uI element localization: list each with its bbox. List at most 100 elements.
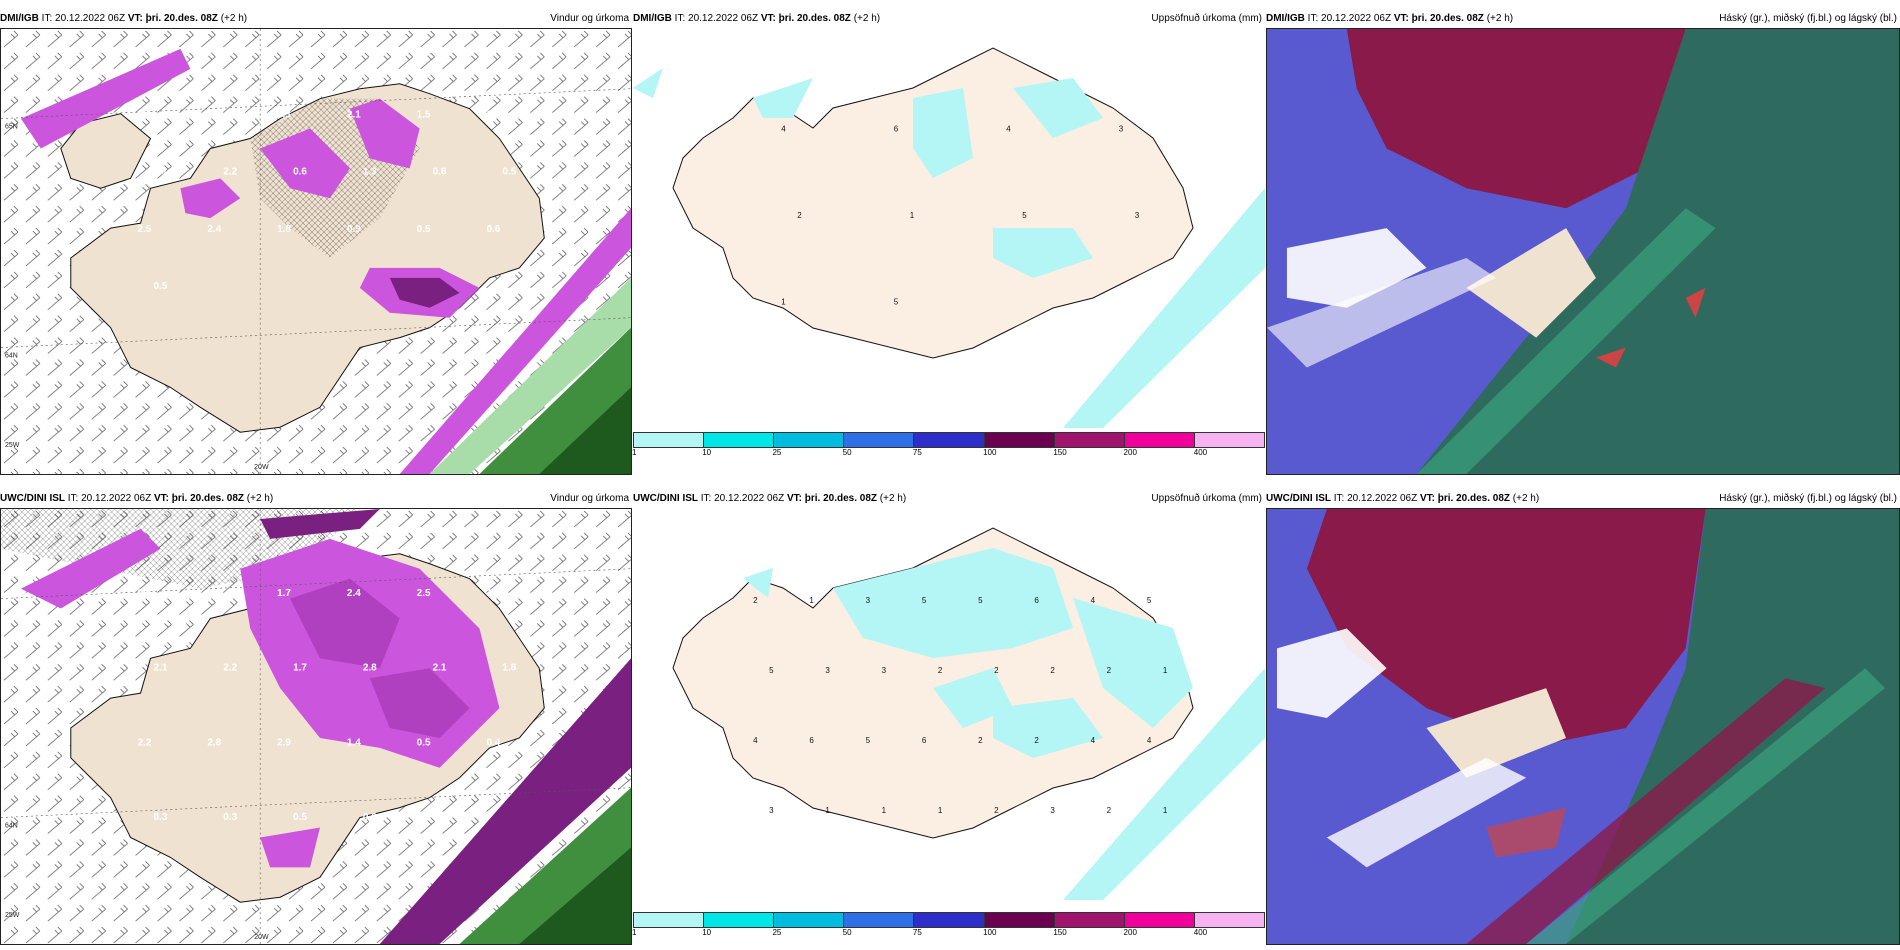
value-label: 1.7 — [486, 109, 500, 120]
init-time: IT: 20.12.2022 06Z — [41, 13, 126, 24]
value-label: 3 — [1119, 124, 1124, 133]
lon-label-25w: 25W — [5, 912, 20, 919]
value-label: 6 — [809, 736, 814, 745]
init-time: IT: 20.12.2022 06Z — [674, 13, 759, 24]
colorbar-swatch — [984, 913, 1055, 927]
value-label: 3.3 — [277, 109, 291, 120]
colorbar-swatch — [634, 913, 705, 927]
value-label: 4 — [781, 124, 786, 133]
colorbar-tick-label: 25 — [772, 928, 782, 937]
value-label: 2 — [978, 736, 983, 745]
accum-precip-map: 4 6 4 3 2 1 5 3 1 5 — [633, 28, 1265, 428]
panel-header: DMI/IGB IT: 20.12.2022 06Z VT: þri. 20.d… — [1266, 10, 1900, 28]
value-label: 2.8 — [207, 737, 221, 748]
value-label: 2 — [994, 806, 999, 815]
value-label: 0.6 — [138, 588, 152, 599]
value-label: 2 — [1034, 736, 1039, 745]
cloud-map-svg — [1267, 29, 1899, 474]
colorbar-tick-label: 25 — [772, 448, 782, 457]
colorbar-swatch — [844, 913, 915, 927]
panel-title: Háský (gr.), miðský (fj.bl.) og lágský (… — [1719, 493, 1897, 504]
value-label: 1.3 — [363, 167, 377, 178]
colorbar-swatch — [1194, 433, 1264, 447]
value-label: 2 — [938, 666, 943, 675]
value-label: 0.5 — [293, 812, 307, 823]
colorbar-swatch — [914, 913, 985, 927]
panel-top-wind: DMI/IGB IT: 20.12.2022 06Z VT: þri. 20.d… — [0, 10, 632, 475]
colorbar-swatch — [774, 913, 845, 927]
value-label: 0.5 — [417, 737, 431, 748]
value-label: 2.4 — [347, 588, 361, 599]
value-label: 1.4 — [347, 737, 361, 748]
panel-title: Vindur og úrkoma — [550, 13, 629, 24]
source-label: DMI/IGB — [1266, 13, 1305, 24]
init-time: IT: 20.12.2022 06Z — [700, 493, 785, 504]
value-label: 2.2 — [223, 167, 237, 178]
lead-time: (+2 h) — [1512, 493, 1540, 504]
value-label: 2.1 — [138, 109, 152, 120]
accum-map-svg: 2 1 3 5 5 6 4 5 5 3 3 2 2 2 2 1 4 6 5 6 2 2 4 4 3 1 1 1 2 3 2 1 — [633, 508, 1265, 900]
iceland-land — [70, 83, 545, 433]
value-label: 2.9 — [277, 737, 291, 748]
panel-bottom-wind: UWC/DINI ISL IT: 20.12.2022 06Z VT: þri.… — [0, 490, 632, 945]
source-label: UWC/DINI ISL — [0, 493, 65, 504]
lon-label-25w: 25W — [5, 442, 20, 449]
source-label: UWC/DINI ISL — [633, 493, 698, 504]
valid-time: þri. 20.des. 08Z — [1437, 493, 1511, 504]
valid-label: VT: — [1393, 13, 1409, 24]
colorbar-swatch — [634, 433, 705, 447]
lon-label-20w: 20W — [254, 464, 269, 471]
valid-time: þri. 20.des. 08Z — [145, 13, 218, 24]
value-label: 1 — [882, 806, 887, 815]
value-label: 4 — [1147, 736, 1152, 745]
panel-header: UWC/DINI ISL IT: 20.12.2022 06Z VT: þri.… — [1266, 490, 1900, 508]
value-label: 3 — [1050, 806, 1055, 815]
wind-map-svg: 64N 65N 20W 25W 2.1 0.5 3.3 2.1 1.5 1.7 1.1 2.2… — [1, 29, 631, 474]
value-label: 5 — [866, 736, 871, 745]
value-label: 1 — [781, 298, 786, 307]
panel-header: DMI/IGB IT: 20.12.2022 06Z VT: þri. 20.d… — [633, 10, 1265, 28]
accum-precip-map: 2 1 3 5 5 6 4 5 5 3 3 2 2 2 2 1 4 6 5 6 2 2 4 4 3 1 1 1 2 3 2 1 — [633, 508, 1265, 900]
valid-time: þri. 20.des. 08Z — [778, 13, 851, 24]
value-label: 2.5 — [138, 224, 152, 235]
value-label: 6 — [894, 124, 899, 133]
value-label: 0.5 — [417, 224, 431, 235]
value-label: 0.3 — [154, 812, 168, 823]
panel-top-accum: DMI/IGB IT: 20.12.2022 06Z VT: þri. 20.d… — [632, 10, 1265, 465]
init-time: IT: 20.12.2022 06Z — [1333, 493, 1418, 504]
valid-label: VT: — [1419, 493, 1435, 504]
colorbar-swatches — [633, 912, 1265, 928]
top-accum-values: 4 6 4 3 2 1 5 3 1 5 — [781, 124, 1140, 306]
lead-time: (+2 h) — [879, 493, 907, 504]
colorbar-swatches — [633, 432, 1265, 448]
panel-header: UWC/DINI ISL IT: 20.12.2022 06Z VT: þri.… — [0, 490, 632, 508]
value-label: 1.8 — [277, 224, 291, 235]
value-label: 2 — [1107, 666, 1112, 675]
value-label: 2.1 — [154, 663, 168, 674]
colorbar-tick-label: 75 — [912, 928, 922, 937]
value-label: 4 — [753, 736, 758, 745]
colorbar-tick-label: 200 — [1123, 928, 1137, 937]
colorbar-swatch — [1124, 913, 1195, 927]
value-label: 1 — [910, 211, 915, 220]
valid-label: VT: — [153, 493, 169, 504]
value-label: 2.2 — [138, 737, 152, 748]
value-label: 1.7 — [277, 588, 291, 599]
value-label: 0.6 — [486, 224, 500, 235]
value-label: 1 — [809, 596, 814, 605]
value-label: 4 — [1091, 596, 1096, 605]
colorbar-swatch — [1124, 433, 1195, 447]
panel-top-cloud: DMI/IGB IT: 20.12.2022 06Z VT: þri. 20.d… — [1266, 10, 1900, 475]
value-label: 2.4 — [207, 224, 221, 235]
value-label: 1 — [1163, 806, 1168, 815]
lead-time: (+2 h) — [246, 493, 274, 504]
value-label: 2 — [994, 666, 999, 675]
value-label: 5 — [1022, 211, 1027, 220]
value-label: 6 — [922, 736, 927, 745]
value-label: 4 — [1091, 736, 1096, 745]
value-label: 0.4 — [486, 737, 500, 748]
value-label: 0.6 — [363, 812, 377, 823]
colorbar-swatch — [774, 433, 845, 447]
lat-label-65: 65N — [5, 124, 18, 131]
value-label: 2.1 — [433, 663, 447, 674]
